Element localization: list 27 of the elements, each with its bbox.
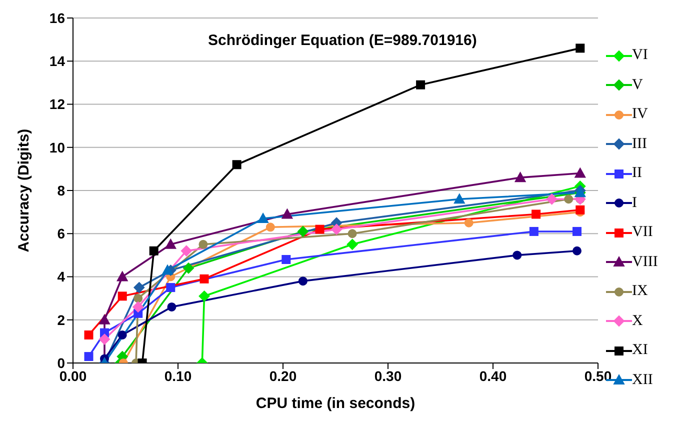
x-tick-label: 0.10 xyxy=(164,368,192,384)
legend-label: I xyxy=(632,194,637,212)
y-tick-label: 6 xyxy=(57,226,66,242)
legend-label: XII xyxy=(632,372,653,389)
x-axis-title: CPU time (in seconds) xyxy=(256,395,416,412)
legend-label: VIII xyxy=(632,254,658,271)
y-tick-label: 4 xyxy=(57,268,66,285)
x-tick-label: 0.20 xyxy=(269,368,297,384)
y-tick-label: 10 xyxy=(49,139,66,156)
text: Schrödinger Equation (E=989.701916) xyxy=(208,32,477,49)
legend-label: V xyxy=(632,76,643,94)
y-tick-label: 14 xyxy=(49,53,66,70)
legend-label: VI xyxy=(632,47,648,64)
legend-label: IV xyxy=(632,106,648,124)
legend-label: III xyxy=(632,136,647,153)
legend-label: VII xyxy=(632,224,653,242)
y-tick-label: 12 xyxy=(49,96,66,112)
y-tick-label: 2 xyxy=(57,312,66,328)
legend-label: IX xyxy=(632,283,648,300)
legend-label: XI xyxy=(632,342,648,360)
x-tick-label: 0.30 xyxy=(374,368,402,384)
x-tick-label: 0.40 xyxy=(479,368,507,384)
legend-label: II xyxy=(632,165,642,182)
legend-label: X xyxy=(632,312,643,330)
y-tick-label: 16 xyxy=(49,10,66,26)
y-axis-title: Accuracy (Digits) xyxy=(15,128,32,252)
y-tick-label: 8 xyxy=(57,182,66,198)
